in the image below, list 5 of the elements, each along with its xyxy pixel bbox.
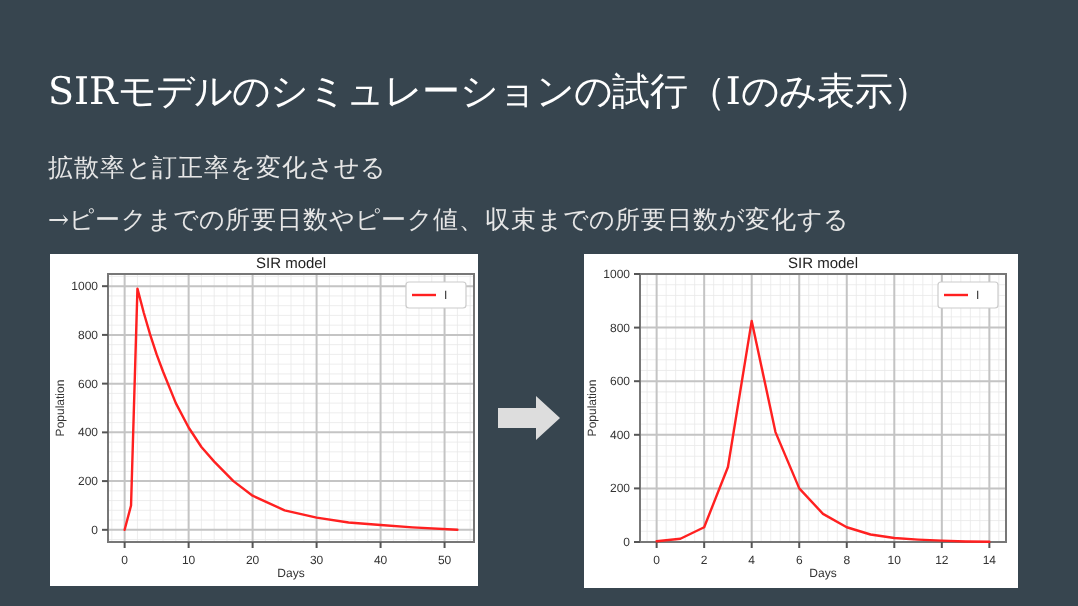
text: SIRモデルのシミュレーションの試行（Iのみ表示） [48,70,931,114]
line-series [123,287,459,532]
text: →ピークまでの所要日数やピーク値、収束までの所要日数が変化する [48,204,849,234]
text: 拡散率と訂正率を変化させる [48,152,386,182]
line-series [655,319,991,543]
